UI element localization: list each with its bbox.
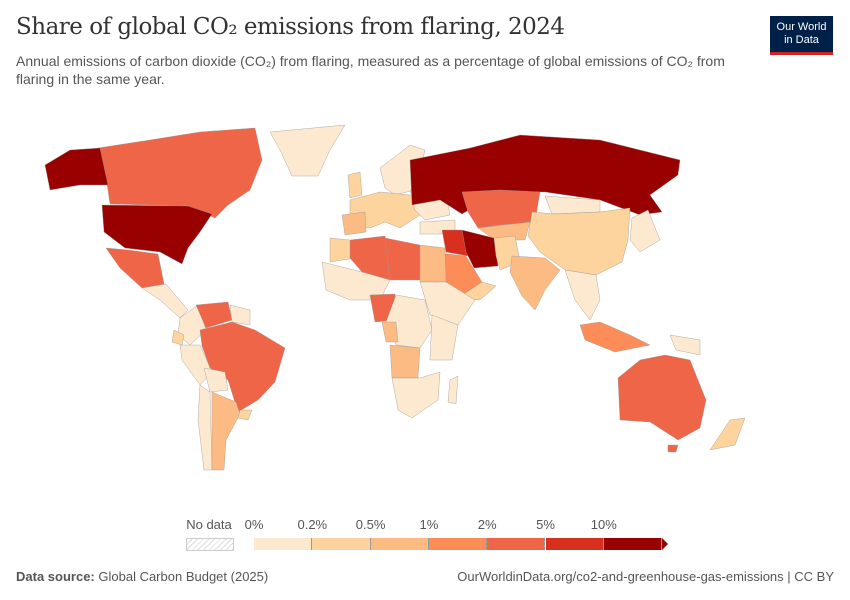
logo-text: in Data — [784, 34, 819, 46]
legend-no-data-swatch — [186, 538, 234, 551]
legend-bin[interactable] — [428, 538, 488, 550]
legend-tick-label: 0.5% — [355, 517, 386, 532]
legend-tick-label: 1% — [419, 517, 439, 532]
legend-tick-label: 10% — [590, 517, 617, 532]
legend-tick-label: 5% — [536, 517, 555, 532]
country-southeast-asia[interactable] — [564, 269, 601, 321]
country-iran[interactable] — [461, 229, 499, 269]
country-uruguay[interactable] — [237, 409, 253, 421]
country-russia[interactable] — [409, 134, 681, 216]
country-peru[interactable] — [179, 344, 213, 386]
country-japan-korea[interactable] — [629, 209, 661, 253]
owid-logo[interactable]: Our World in Data — [770, 16, 833, 55]
country-usa[interactable] — [101, 204, 213, 265]
country-india[interactable] — [509, 255, 561, 311]
country-indonesia[interactable] — [579, 321, 651, 353]
country-southern-africa[interactable] — [391, 371, 441, 419]
country-china[interactable] — [527, 207, 631, 276]
legend-bin[interactable] — [545, 538, 604, 550]
legend-bin[interactable] — [603, 538, 663, 550]
country-greenland[interactable] — [269, 124, 346, 177]
country-central-america[interactable] — [141, 283, 189, 319]
legend-arrow — [662, 538, 668, 550]
country-sudan-horn[interactable] — [419, 281, 476, 326]
chart-title: Share of global CO₂ emissions from flari… — [16, 14, 565, 40]
legend-bin[interactable] — [312, 538, 371, 550]
country-egypt[interactable] — [419, 244, 447, 283]
country-angola[interactable] — [389, 344, 421, 379]
country-argentina[interactable] — [211, 391, 241, 471]
legend-tick-label: 0.2% — [297, 517, 328, 532]
country-australia[interactable] — [617, 354, 707, 441]
country-madagascar[interactable] — [447, 375, 459, 405]
legend: No data 0% 0.2% 0.5% 1% 2% 5% 10% — [0, 517, 850, 557]
legend-bin[interactable] — [370, 538, 429, 550]
country-central-asia[interactable] — [477, 221, 531, 241]
world-map — [44, 124, 746, 471]
data-source: Data source: Global Carbon Budget (2025) — [16, 569, 268, 584]
country-png[interactable] — [669, 334, 701, 356]
legend-tick-label: 0% — [244, 517, 264, 532]
chart-subtitle: Annual emissions of carbon dioxide (CO₂)… — [16, 53, 725, 87]
country-guianas[interactable] — [229, 304, 251, 326]
country-uk-ireland[interactable] — [347, 171, 363, 199]
country-tasmania[interactable] — [667, 444, 679, 453]
legend-tick-label: 2% — [477, 517, 497, 532]
country-bolivia[interactable] — [203, 367, 229, 393]
country-brazil[interactable] — [199, 321, 286, 413]
country-east-africa[interactable] — [429, 314, 459, 361]
source-link[interactable]: OurWorldinData.org/co2-and-greenhouse-ga… — [457, 569, 834, 584]
legend-bin[interactable] — [487, 538, 546, 550]
country-congo-gabon[interactable] — [381, 321, 399, 343]
country-chile[interactable] — [197, 384, 213, 471]
source-text: Global Carbon Budget (2025) — [98, 569, 269, 584]
country-alaska[interactable] — [44, 147, 109, 191]
country-new-zealand[interactable] — [709, 417, 746, 451]
legend-no-data-label: No data — [186, 517, 232, 532]
legend-bin[interactable] — [254, 538, 313, 550]
country-spain[interactable] — [341, 211, 367, 236]
country-mexico[interactable] — [105, 247, 165, 289]
logo-text: Our World — [776, 21, 827, 33]
country-libya[interactable] — [384, 237, 421, 281]
source-label: Data source: — [16, 569, 95, 584]
country-canada[interactable] — [97, 127, 263, 219]
